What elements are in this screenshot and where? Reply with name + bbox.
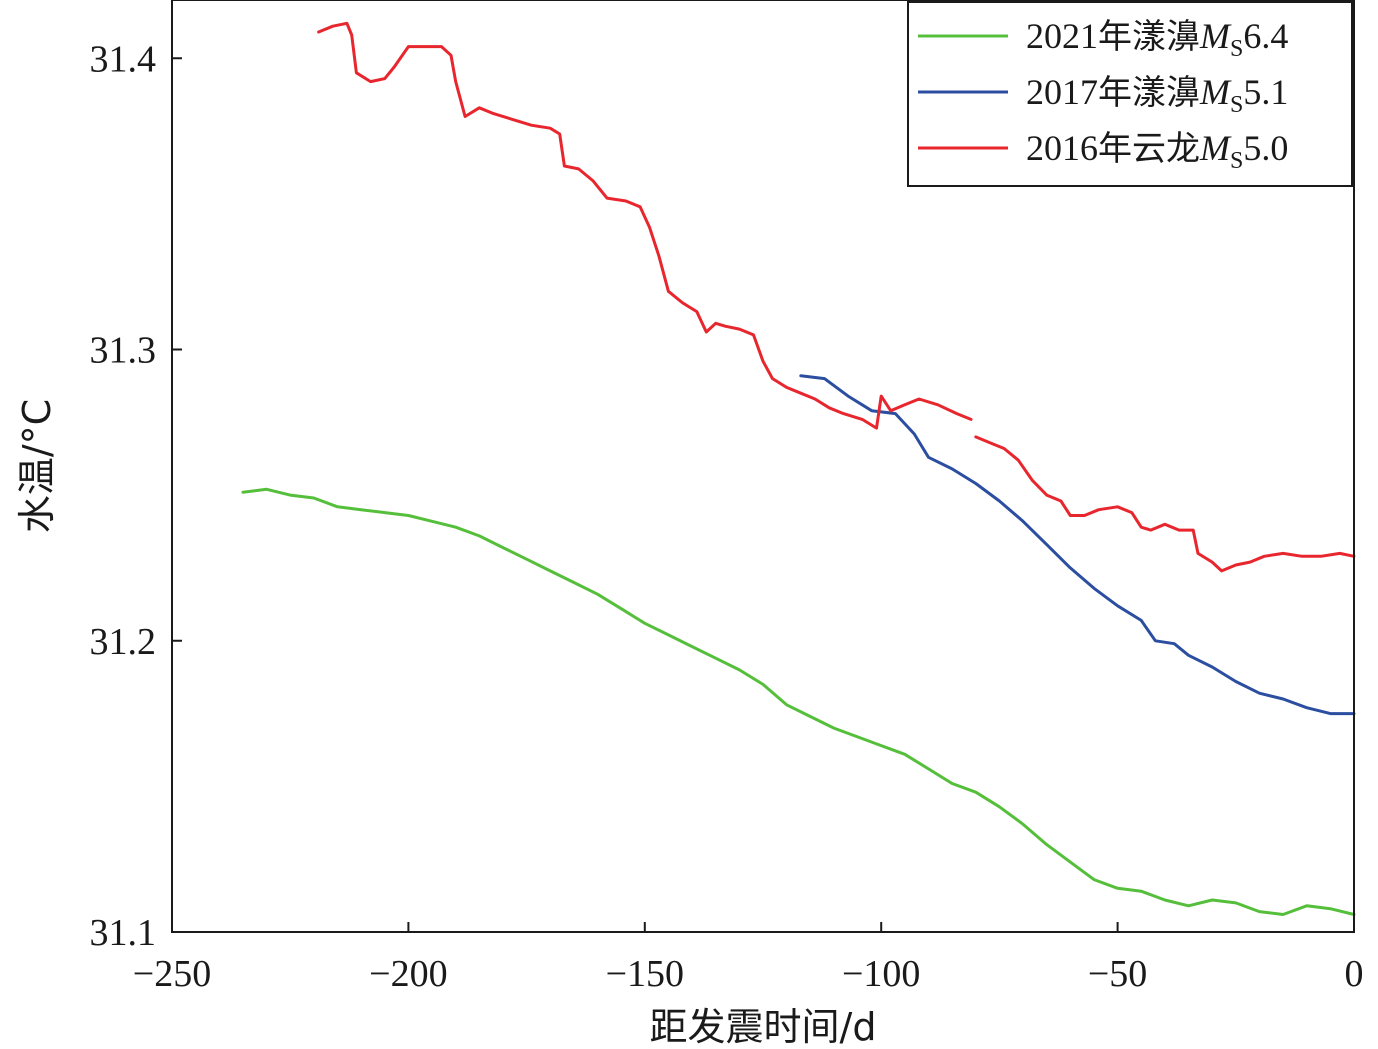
- x-tick-label: −150: [606, 953, 684, 995]
- x-tick-label: −250: [133, 953, 211, 995]
- y-tick-label: 31.1: [90, 912, 157, 954]
- plot-frame: [171, 0, 1355, 933]
- legend-label-0: 2021年漾濞MS6.4: [1026, 16, 1288, 62]
- x-tick-label: −200: [369, 953, 447, 995]
- x-tick-label: −100: [842, 953, 920, 995]
- legend-label-1: 2017年漾濞MS5.1: [1026, 72, 1288, 118]
- x-tick-label: 0: [1345, 953, 1364, 995]
- legend-box: [907, 1, 1353, 187]
- y-tick-label: 31.4: [90, 38, 157, 80]
- x-tick-label: −50: [1088, 953, 1147, 995]
- series-line-1: [799, 374, 1356, 716]
- x-axis-title: 距发震时间/d: [650, 1005, 877, 1049]
- series-line-2-segment-0: [317, 21, 973, 430]
- legend-label-2: 2016年云龙MS5.0: [1026, 128, 1288, 174]
- y-tick-label: 31.3: [90, 330, 157, 372]
- y-axis-title: 水温/°C: [15, 399, 59, 533]
- series-line-2-segment-1: [974, 435, 1356, 573]
- plot-lines: [241, 21, 1356, 916]
- legend: 2021年漾濞MS6.4 2017年漾濞MS5.1 2016年云龙MS5.0: [907, 1, 1353, 187]
- x-axis: −250 −200 −150 −100 −50 0: [133, 922, 1364, 995]
- y-axis: 31.1 31.2 31.3 31.4: [90, 38, 182, 954]
- series-line-0: [241, 487, 1356, 916]
- y-tick-label: 31.2: [90, 621, 157, 663]
